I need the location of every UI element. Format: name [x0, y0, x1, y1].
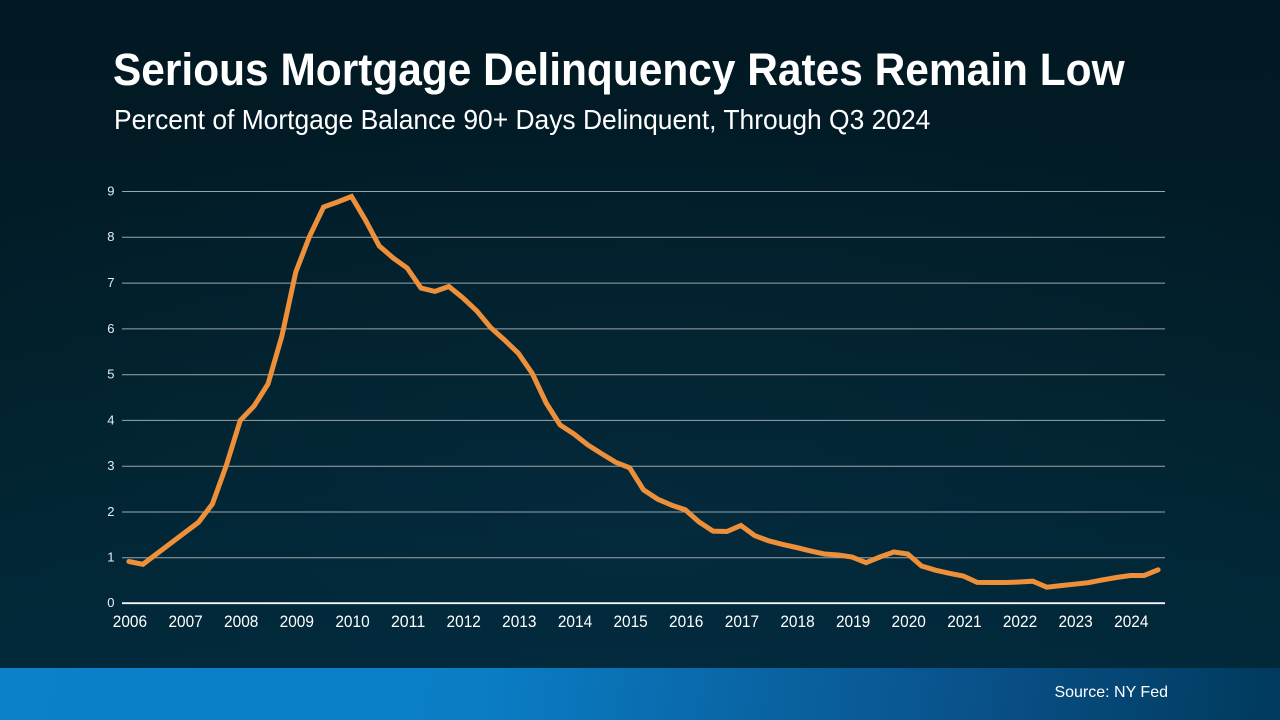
svg-text:2012: 2012: [447, 612, 481, 631]
svg-text:2: 2: [107, 504, 114, 519]
svg-text:2011: 2011: [391, 612, 425, 631]
svg-text:2010: 2010: [335, 612, 369, 631]
svg-text:5: 5: [107, 367, 114, 382]
svg-text:8: 8: [107, 229, 114, 244]
svg-text:2014: 2014: [558, 612, 592, 631]
svg-text:2007: 2007: [168, 612, 202, 631]
svg-text:6: 6: [107, 321, 114, 336]
svg-text:2022: 2022: [1003, 612, 1037, 631]
svg-text:2021: 2021: [947, 612, 981, 631]
svg-text:7: 7: [107, 275, 114, 290]
svg-text:2020: 2020: [892, 612, 926, 631]
svg-text:2018: 2018: [780, 612, 814, 631]
svg-text:2016: 2016: [669, 612, 703, 631]
svg-text:2024: 2024: [1114, 612, 1148, 631]
svg-text:2023: 2023: [1058, 612, 1092, 631]
svg-text:1: 1: [107, 550, 114, 565]
svg-text:4: 4: [107, 412, 114, 427]
svg-text:2009: 2009: [280, 612, 314, 631]
svg-text:3: 3: [107, 458, 114, 473]
svg-text:2008: 2008: [224, 612, 258, 631]
svg-text:2015: 2015: [613, 612, 647, 631]
svg-text:2017: 2017: [725, 612, 759, 631]
svg-text:2019: 2019: [836, 612, 870, 631]
svg-text:9: 9: [107, 183, 114, 198]
svg-text:2013: 2013: [502, 612, 536, 631]
svg-text:2006: 2006: [113, 612, 147, 631]
svg-text:0: 0: [107, 595, 114, 610]
